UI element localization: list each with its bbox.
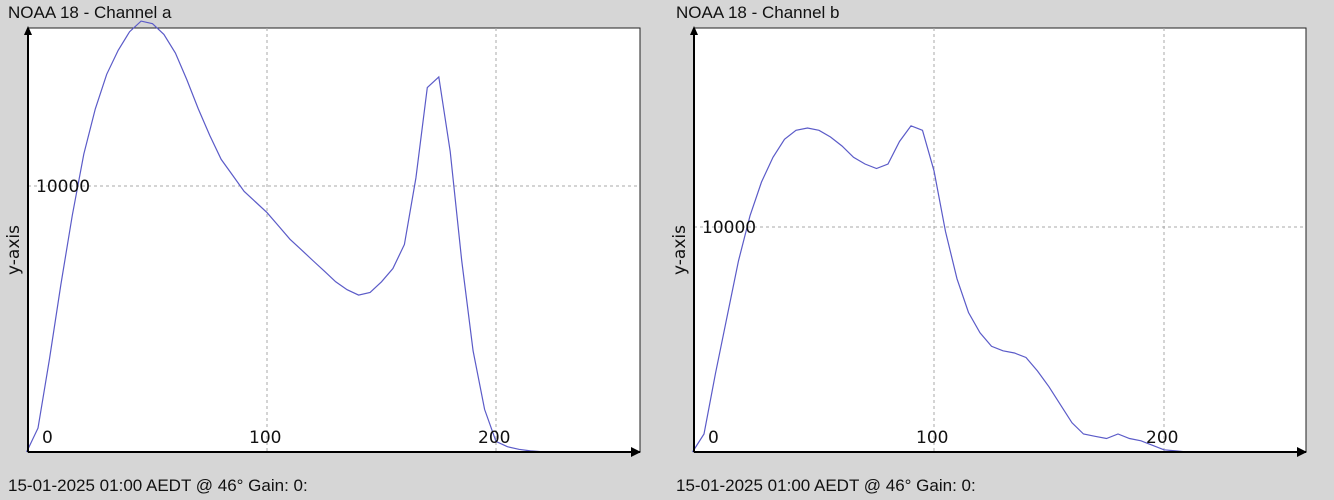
plot-area xyxy=(693,27,1307,453)
series-line-channel-b xyxy=(691,125,1188,453)
plot-area xyxy=(27,27,641,453)
x-tick-label: 200 xyxy=(478,428,510,448)
chart-panel-channel-a: 0 100 200 10000 y-axis NOAA 18 - Channel a 1… xyxy=(0,0,662,500)
x-tick-label: 100 xyxy=(249,428,281,448)
chart-channel-a: 0 100 200 10000 y-axis xyxy=(4,20,641,457)
chart-title-channel-a: NOAA 18 - Channel a xyxy=(8,3,172,22)
status-line-channel-b: 15-01-2025 01:00 AEDT @ 46° Gain: 0: xyxy=(676,476,976,495)
x-tick-label: 200 xyxy=(1146,428,1178,448)
y-axis-label: y-axis xyxy=(4,225,24,275)
chart-panel-channel-b: 0 100 200 10000 y-axis NOAA 18 - Channel b 1… xyxy=(668,0,1330,500)
x-tick-label: 100 xyxy=(916,428,948,448)
y-axis-label: y-axis xyxy=(670,225,690,275)
status-line-channel-a: 15-01-2025 01:00 AEDT @ 46° Gain: 0: xyxy=(8,476,308,495)
x-tick-label: 0 xyxy=(42,428,53,448)
y-tick-label: 10000 xyxy=(702,218,756,238)
y-axis-arrow xyxy=(690,26,698,35)
x-axis-arrow xyxy=(631,447,641,457)
x-axis-arrow xyxy=(1297,447,1307,457)
y-axis-arrow xyxy=(24,26,32,35)
series-line-channel-a xyxy=(26,20,547,453)
chart-title-channel-b: NOAA 18 - Channel b xyxy=(676,3,840,22)
y-tick-label: 10000 xyxy=(36,177,90,197)
chart-channel-b: 0 100 200 10000 y-axis xyxy=(670,26,1307,457)
x-tick-label: 0 xyxy=(708,428,719,448)
